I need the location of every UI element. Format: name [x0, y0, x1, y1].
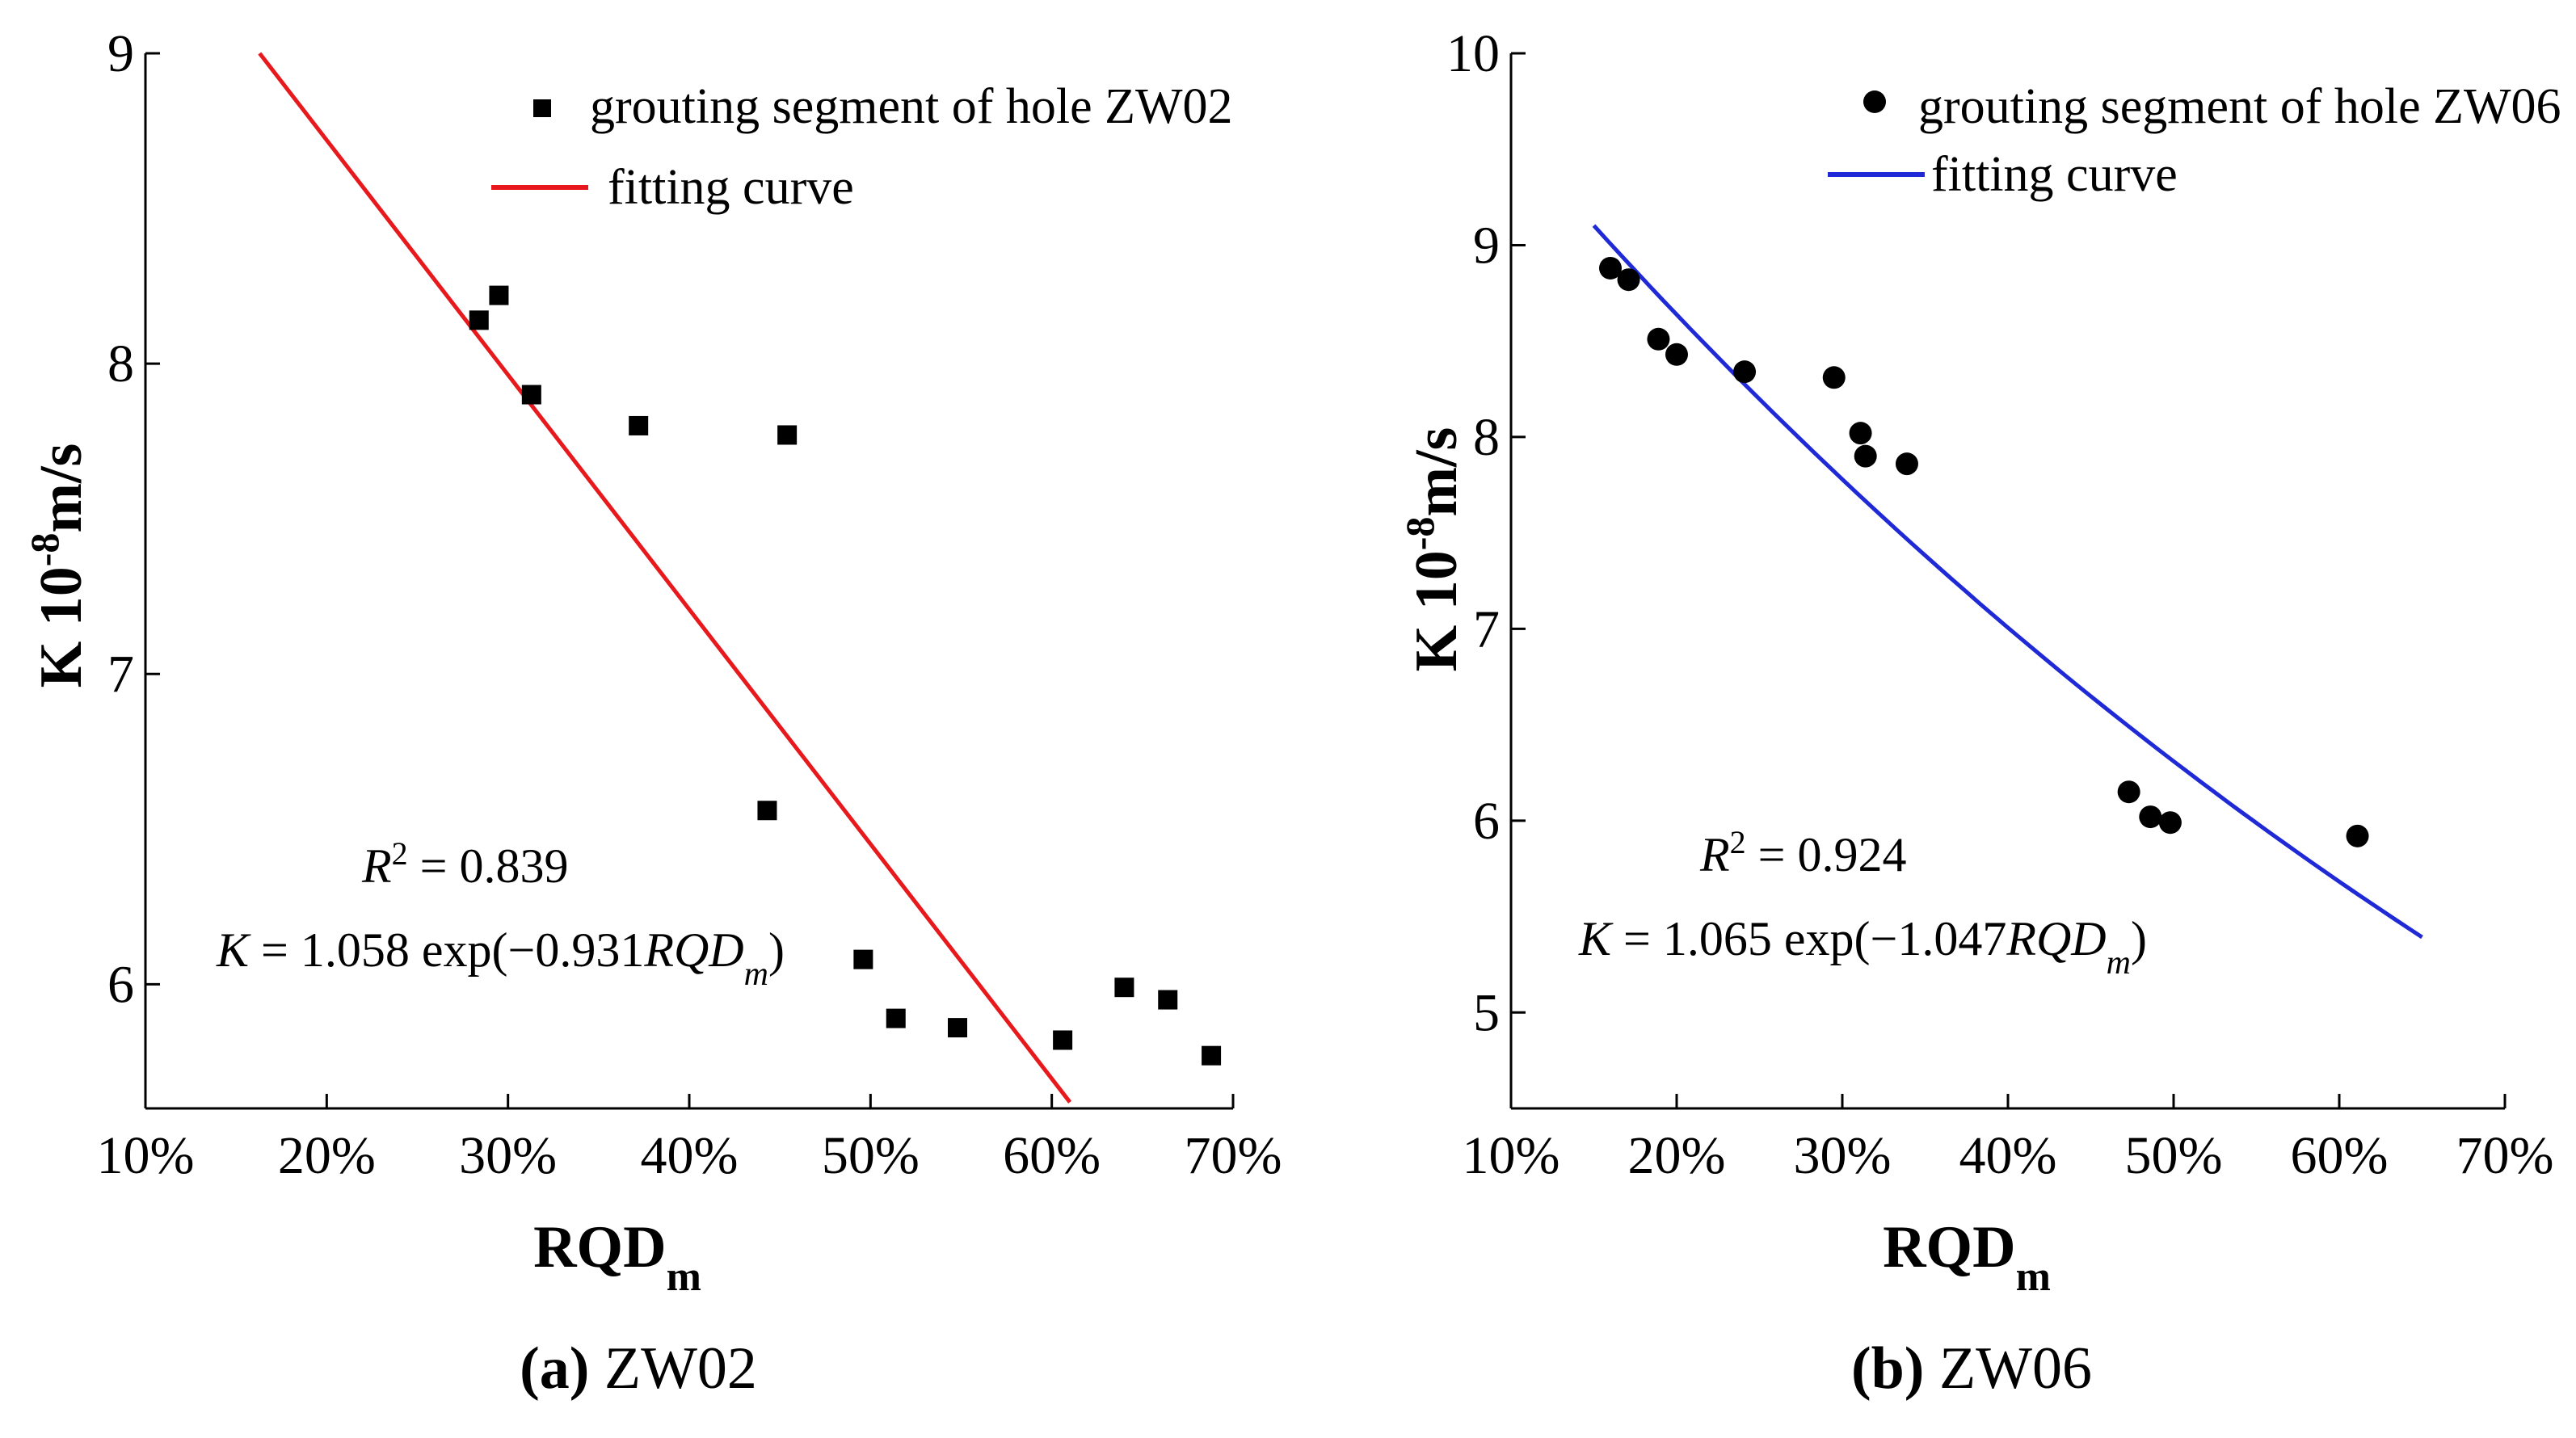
x-axis-title: RQDm: [533, 1214, 701, 1300]
data-points: [469, 285, 1222, 1066]
y-tick-label: 5: [1473, 983, 1500, 1042]
data-point: [777, 425, 798, 445]
legend: grouting segment of hole ZW06 fitting cu…: [1828, 79, 2561, 202]
x-tick-label: 30%: [459, 1126, 557, 1185]
data-point: [2139, 805, 2162, 829]
legend: grouting segment of hole ZW02 fitting cu…: [491, 79, 1233, 215]
data-point: [629, 415, 649, 435]
chart-panel-b: 5 6 7 8 9 10 10% 20% 30% 40% 50% 60% 70% grouting s…: [1397, 24, 2561, 1402]
legend-marker-square: [533, 99, 551, 117]
caption-b: (b) ZW06: [1851, 1335, 2092, 1402]
y-tick-label: 6: [107, 955, 134, 1014]
data-point: [1733, 360, 1757, 384]
data-point: [1647, 327, 1670, 351]
data-point: [886, 1008, 906, 1028]
x-axis-title: RQDm: [1883, 1214, 2051, 1300]
data-point: [469, 310, 489, 330]
legend-label-scatter: grouting segment of hole ZW06: [1918, 79, 2561, 134]
x-axis-ticks: 10% 20% 30% 40% 50% 60% 70%: [97, 1094, 1282, 1185]
y-tick-label: 6: [1473, 792, 1500, 851]
x-tick-label: 60%: [1003, 1126, 1101, 1185]
data-point: [948, 1018, 968, 1038]
y-tick-label: 9: [107, 24, 134, 83]
y-axis-title: K 10-8m/s: [22, 444, 95, 688]
data-point: [1114, 978, 1134, 998]
data-point: [1665, 343, 1688, 366]
x-tick-label: 60%: [2291, 1126, 2389, 1185]
y-axis-ticks: 6 7 8 9: [107, 24, 160, 1014]
x-tick-label: 40%: [1959, 1126, 2057, 1185]
x-tick-label: 50%: [822, 1126, 920, 1185]
fitting-curve: [1592, 224, 2423, 940]
x-tick-label: 20%: [278, 1126, 376, 1185]
r2-annotation: R2 = 0.839: [361, 835, 569, 893]
r2-annotation: R2 = 0.924: [1699, 824, 1907, 882]
data-point: [1158, 990, 1178, 1010]
data-point: [1849, 422, 1872, 445]
fitting-curve: [258, 52, 1072, 1104]
data-point: [1053, 1030, 1073, 1050]
y-tick-label: 7: [1473, 599, 1500, 658]
fit-equation: K = 1.058 exp(−0.931RQDm): [216, 923, 785, 993]
data-point: [1895, 452, 1918, 476]
legend-label-fit: fitting curve: [1931, 147, 2178, 202]
legend-label-fit: fitting curve: [608, 160, 854, 215]
data-point: [1617, 268, 1640, 292]
x-tick-label: 30%: [1794, 1126, 1892, 1185]
caption-a: (a) ZW02: [520, 1335, 757, 1402]
y-tick-label: 9: [1473, 216, 1500, 275]
legend-label-scatter: grouting segment of hole ZW02: [590, 79, 1233, 134]
x-tick-label: 70%: [1185, 1126, 1282, 1185]
x-tick-label: 20%: [1628, 1126, 1726, 1185]
data-point: [757, 801, 777, 821]
x-tick-label: 50%: [2125, 1126, 2223, 1185]
x-tick-label: 70%: [2456, 1126, 2554, 1185]
x-tick-label: 10%: [1463, 1126, 1560, 1185]
y-tick-label: 10: [1446, 24, 1500, 83]
data-point: [1599, 256, 1622, 280]
y-tick-label: 8: [107, 334, 134, 393]
y-tick-label: 8: [1473, 408, 1500, 467]
data-point: [1202, 1045, 1222, 1066]
x-tick-label: 40%: [641, 1126, 739, 1185]
y-tick-label: 7: [107, 645, 134, 704]
data-point: [1822, 366, 1846, 389]
legend-marker-circle: [1863, 90, 1886, 113]
chart-panel-a: 6 7 8 9 10% 20% 30% 40% 50% 60% 70% grouting segm…: [22, 24, 1282, 1402]
fit-equation: K = 1.065 exp(−1.047RQDm): [1578, 912, 2147, 982]
data-point: [489, 285, 509, 305]
data-point: [2346, 824, 2369, 847]
data-points: [1599, 256, 2369, 847]
y-axis-title: K 10-8m/s: [1397, 427, 1470, 672]
data-point: [1854, 444, 1877, 468]
data-point: [2117, 780, 2140, 804]
x-tick-label: 10%: [97, 1126, 195, 1185]
data-point: [521, 385, 541, 405]
data-point: [853, 949, 873, 969]
y-axis-ticks: 5 6 7 8 9 10: [1446, 24, 1526, 1042]
x-axis-ticks: 10% 20% 30% 40% 50% 60% 70%: [1463, 1094, 2554, 1185]
fit-line: [1592, 224, 2423, 940]
data-point: [2158, 811, 2182, 835]
fit-line: [258, 52, 1072, 1104]
